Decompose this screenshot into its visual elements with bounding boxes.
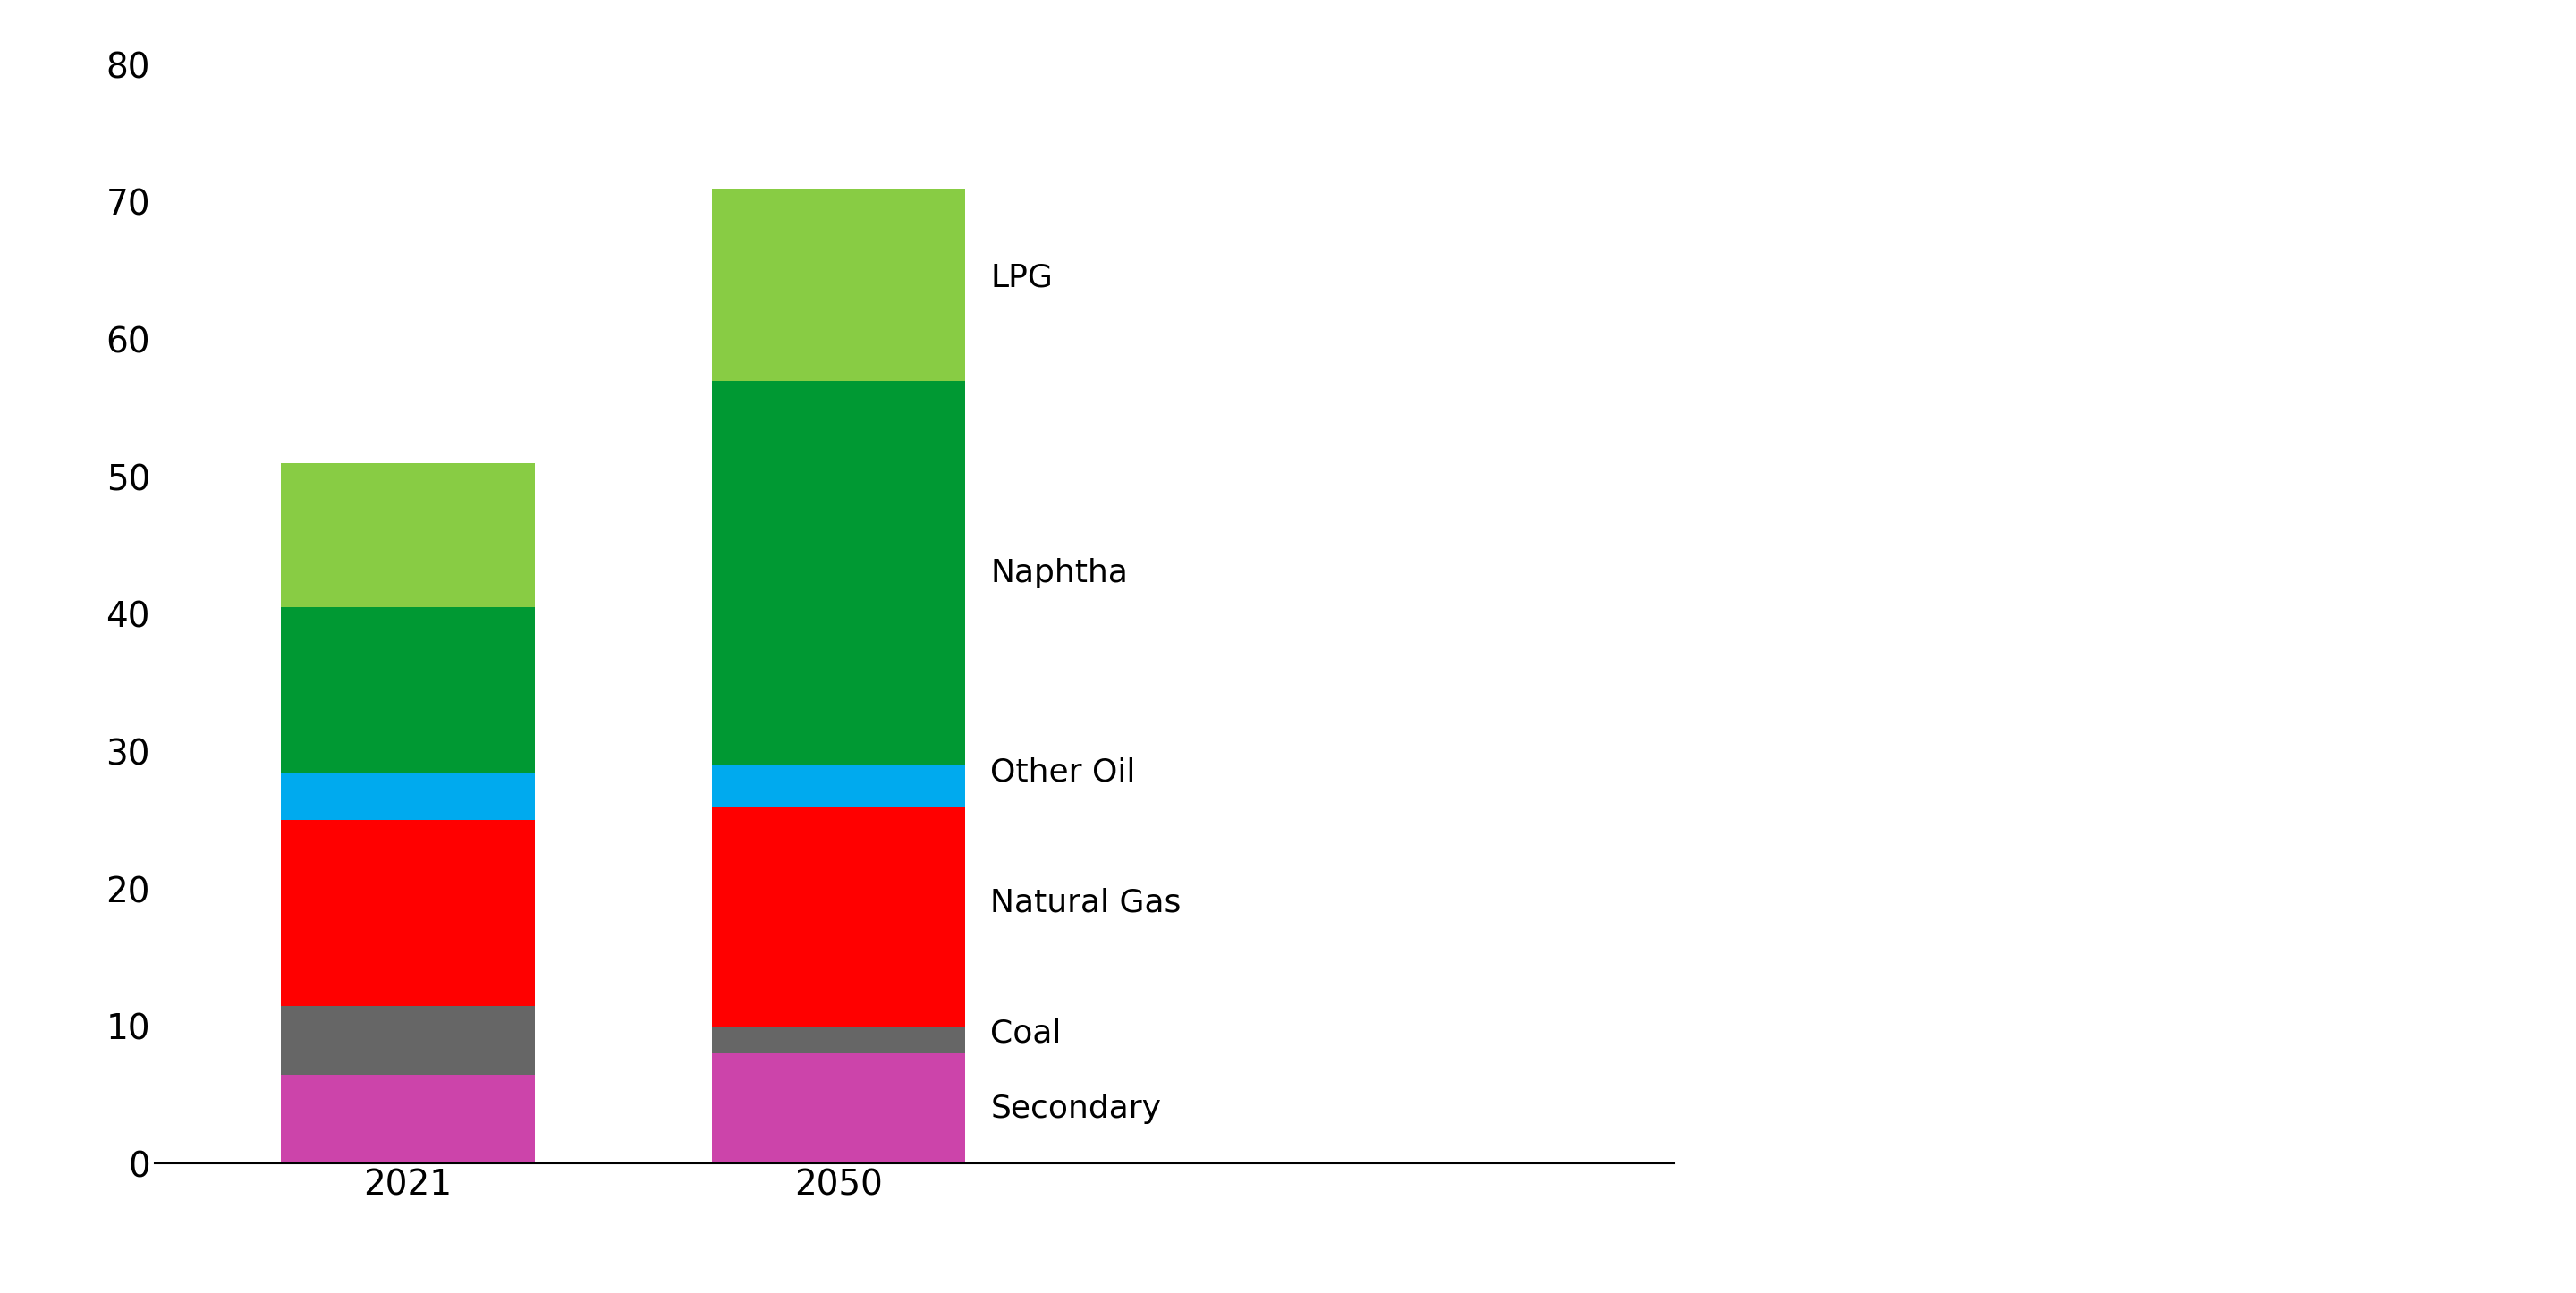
Bar — [281, 1074, 536, 1164]
Bar — [281, 1006, 536, 1074]
Bar — [711, 765, 966, 807]
Bar — [281, 608, 536, 772]
Text: Naphtha: Naphtha — [992, 557, 1128, 588]
Text: Coal: Coal — [992, 1018, 1061, 1049]
Text: Secondary: Secondary — [992, 1094, 1162, 1124]
Bar — [281, 820, 536, 1006]
Bar — [711, 1054, 966, 1164]
Bar — [711, 189, 966, 380]
Bar — [711, 1027, 966, 1054]
Bar — [281, 463, 536, 608]
Bar — [711, 380, 966, 765]
Bar — [281, 772, 536, 820]
Text: LPG: LPG — [992, 262, 1054, 292]
Text: Natural Gas: Natural Gas — [992, 887, 1182, 918]
Text: Other Oil: Other Oil — [992, 756, 1136, 787]
Bar — [711, 807, 966, 1027]
